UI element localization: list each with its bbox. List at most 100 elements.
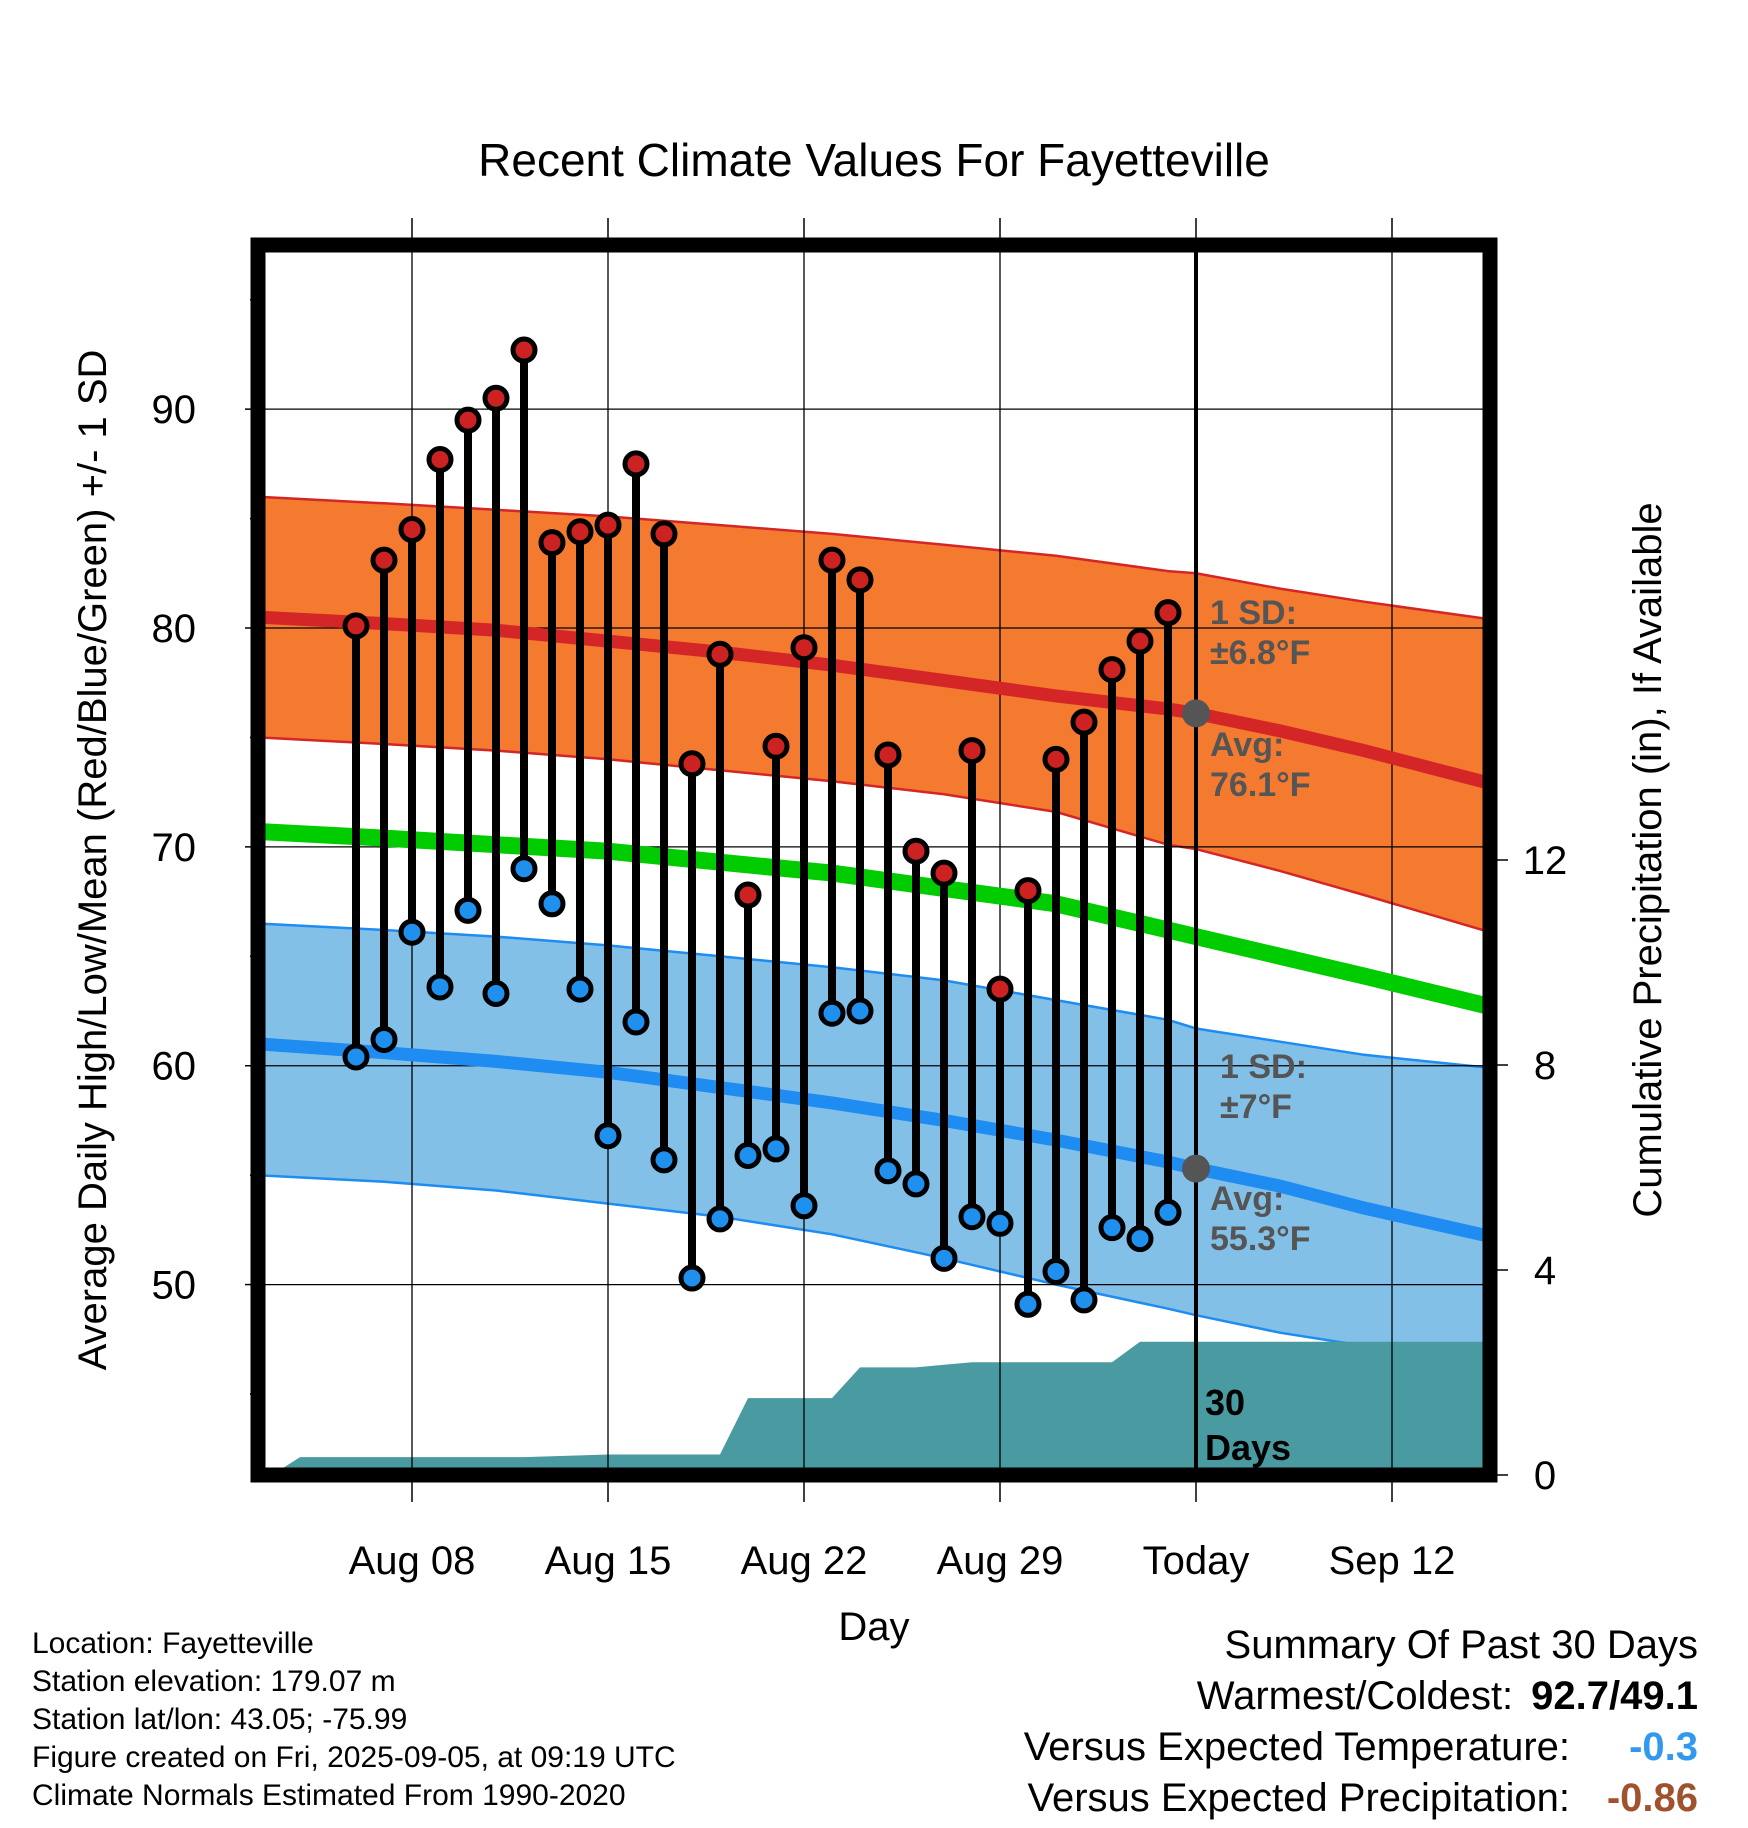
warm-cold-value: 92.7/49.1 bbox=[1531, 1674, 1698, 1718]
daily-high-point bbox=[874, 741, 902, 769]
daily-high-point bbox=[622, 450, 650, 478]
daily-low-point bbox=[678, 1264, 706, 1292]
daily-high-point bbox=[342, 612, 370, 640]
low-sd-band bbox=[258, 922, 1490, 1367]
daily-low-point bbox=[818, 999, 846, 1027]
daily-low-point bbox=[1014, 1290, 1042, 1318]
y-left-tick-label: 60 bbox=[152, 1045, 197, 1089]
daily-high-point bbox=[1014, 877, 1042, 905]
summary-warm-cold-row: Warmest/Coldest: 92.7/49.1 bbox=[1024, 1671, 1698, 1722]
daily-low-point bbox=[986, 1209, 1014, 1237]
daily-low-point bbox=[846, 997, 874, 1025]
low-sd-value: ±7°F bbox=[1220, 1088, 1292, 1126]
x-tick-label: Aug 22 bbox=[741, 1539, 868, 1583]
summary-panel: Summary Of Past 30 Days Warmest/Coldest:… bbox=[1024, 1620, 1698, 1824]
daily-low-point bbox=[762, 1135, 790, 1163]
today-low-avg-marker bbox=[1182, 1154, 1210, 1183]
daily-low-point bbox=[538, 890, 566, 918]
daily-high-point bbox=[566, 518, 594, 546]
x-tick-label: Aug 15 bbox=[545, 1539, 672, 1583]
precip-diff-value: -0.86 bbox=[1606, 1776, 1698, 1820]
daily-high-point bbox=[426, 445, 454, 473]
daily-high-point bbox=[846, 566, 874, 594]
daily-high-point bbox=[818, 546, 846, 574]
daily-low-point bbox=[370, 1025, 398, 1053]
daily-high-point bbox=[902, 837, 930, 865]
high-sd-band bbox=[258, 495, 1490, 934]
daily-low-point bbox=[342, 1043, 370, 1071]
daily-low-point bbox=[1154, 1198, 1182, 1226]
x-tick-label: Aug 29 bbox=[937, 1539, 1064, 1583]
daily-low-point bbox=[1098, 1214, 1126, 1242]
window-days-number: 30 bbox=[1205, 1382, 1245, 1423]
x-tick-label: Aug 08 bbox=[349, 1539, 476, 1583]
daily-high-point bbox=[594, 511, 622, 539]
low-avg-label: Avg: bbox=[1210, 1180, 1284, 1218]
y-left-tick-label: 70 bbox=[152, 826, 197, 870]
y-right-tick-label: 12 bbox=[1523, 839, 1568, 883]
daily-low-point bbox=[426, 973, 454, 1001]
temp-diff-value: -0.3 bbox=[1629, 1725, 1698, 1769]
observed-series bbox=[342, 336, 1182, 1318]
summary-title: Summary Of Past 30 Days bbox=[1224, 1623, 1698, 1667]
daily-high-point bbox=[538, 529, 566, 557]
daily-low-point bbox=[1042, 1257, 1070, 1285]
daily-low-point bbox=[930, 1244, 958, 1272]
daily-high-point bbox=[1098, 656, 1126, 684]
y-left-tick-label: 90 bbox=[152, 388, 197, 432]
y-left-tick-label: 80 bbox=[152, 607, 197, 651]
y-right-tick-label: 4 bbox=[1534, 1249, 1556, 1293]
chart-title: Recent Climate Values For Fayetteville bbox=[478, 134, 1270, 186]
daily-high-point bbox=[454, 406, 482, 434]
x-tick-label: Sep 12 bbox=[1329, 1539, 1456, 1583]
y-left-tick-label: 50 bbox=[152, 1264, 197, 1308]
daily-high-point bbox=[930, 859, 958, 887]
x-axis-label: Day bbox=[838, 1605, 909, 1649]
y-right-tick-label: 0 bbox=[1534, 1454, 1556, 1498]
annotations: 1 SD: ±6.8°F Avg: 76.1°F 1 SD: ±7°F Avg:… bbox=[1205, 594, 1311, 1468]
daily-low-point bbox=[734, 1141, 762, 1169]
daily-low-point bbox=[1126, 1225, 1154, 1253]
daily-low-point bbox=[650, 1146, 678, 1174]
summary-temp-row: Versus Expected Temperature: -0.3 bbox=[1024, 1722, 1698, 1773]
daily-low-point bbox=[958, 1203, 986, 1231]
today-high-avg-marker bbox=[1182, 699, 1210, 728]
low-sd-label: 1 SD: bbox=[1220, 1048, 1307, 1086]
normal-bands bbox=[258, 495, 1490, 1367]
daily-high-point bbox=[1154, 599, 1182, 627]
high-sd-value: ±6.8°F bbox=[1210, 634, 1310, 672]
daily-low-point bbox=[902, 1170, 930, 1198]
daily-low-point bbox=[454, 896, 482, 924]
daily-low-point bbox=[706, 1205, 734, 1233]
elevation-text: Station elevation: 179.07 m bbox=[32, 1665, 396, 1698]
daily-high-point bbox=[986, 975, 1014, 1003]
daily-low-point bbox=[398, 918, 426, 946]
daily-low-point bbox=[874, 1157, 902, 1185]
y-axis-left-label: Average Daily High/Low/Mean (Red/Blue/Gr… bbox=[71, 350, 115, 1371]
y-right-tick-label: 8 bbox=[1534, 1044, 1556, 1088]
x-tick-label: Today bbox=[1143, 1539, 1250, 1583]
daily-low-point bbox=[1070, 1286, 1098, 1314]
daily-low-point bbox=[790, 1192, 818, 1220]
precip-diff-label: Versus Expected Precipitation: bbox=[1027, 1776, 1570, 1820]
daily-low-point bbox=[566, 975, 594, 1003]
y-axis-right-label: Cumulative Precipitation (in), If Availa… bbox=[1626, 502, 1670, 1217]
daily-high-point bbox=[510, 336, 538, 364]
latlon-text: Station lat/lon: 43.05; -75.99 bbox=[32, 1703, 408, 1736]
daily-high-point bbox=[734, 881, 762, 909]
low-avg-value: 55.3°F bbox=[1210, 1220, 1311, 1258]
high-avg-value: 76.1°F bbox=[1210, 766, 1311, 804]
high-avg-label: Avg: bbox=[1210, 726, 1284, 764]
precipitation-area bbox=[272, 1341, 1490, 1475]
daily-high-point bbox=[958, 737, 986, 765]
daily-high-point bbox=[370, 546, 398, 574]
daily-high-point bbox=[1042, 745, 1070, 773]
normals-text: Climate Normals Estimated From 1990-2020 bbox=[32, 1779, 626, 1812]
daily-high-point bbox=[790, 634, 818, 662]
created-text: Figure created on Fri, 2025-09-05, at 09… bbox=[32, 1741, 676, 1774]
window-days-label: Days bbox=[1205, 1427, 1291, 1468]
daily-low-point bbox=[482, 980, 510, 1008]
precip-cumulative-area bbox=[272, 1341, 1490, 1475]
daily-high-point bbox=[650, 520, 678, 548]
